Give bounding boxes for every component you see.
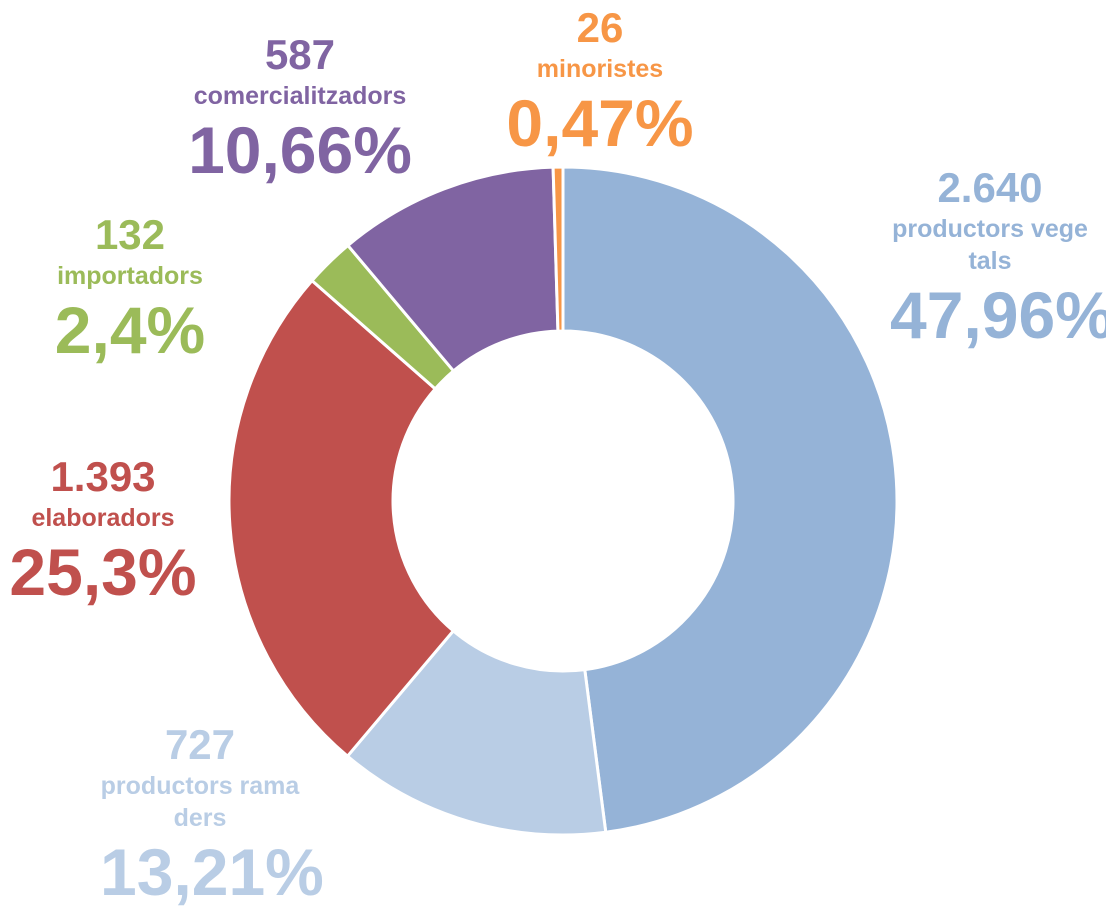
- slice-label: 1.393 elaboradors 25,3%: [0, 452, 228, 610]
- value-label: 587: [264, 31, 336, 78]
- percent-label: 10,66%: [188, 113, 412, 187]
- category-label: minoristes: [536, 55, 664, 83]
- category-label: productors vegetals: [892, 215, 1088, 275]
- value-label: 727: [164, 721, 236, 768]
- percent-label: 13,21%: [100, 835, 324, 909]
- slice-label: 2.640 productors vegetals 47,96%: [890, 163, 1106, 353]
- slice-label: 132 importadors 2,4%: [5, 210, 255, 368]
- percent-label: 47,96%: [890, 278, 1106, 352]
- donut-slice: [227, 278, 456, 759]
- slice-label: 727 productors ramaders 13,21%: [100, 720, 324, 910]
- slice-label: 26 minoristes 0,47%: [475, 3, 725, 161]
- percent-label: 2,4%: [54, 293, 206, 367]
- category-label: elaboradors: [31, 504, 175, 532]
- value-label: 26: [576, 4, 624, 51]
- donut-slice: [551, 165, 565, 333]
- donut-slice: [561, 165, 899, 834]
- category-label: importadors: [57, 262, 203, 290]
- percent-label: 0,47%: [506, 86, 694, 160]
- slice-label: 587 comercialitzadors 10,66%: [180, 30, 420, 188]
- value-label: 132: [94, 211, 166, 258]
- percent-label: 25,3%: [9, 535, 197, 609]
- value-label: 1.393: [50, 453, 156, 500]
- value-label: 2.640: [937, 164, 1043, 211]
- category-label: productors ramaders: [100, 772, 300, 832]
- category-label: comercialitzadors: [193, 82, 407, 110]
